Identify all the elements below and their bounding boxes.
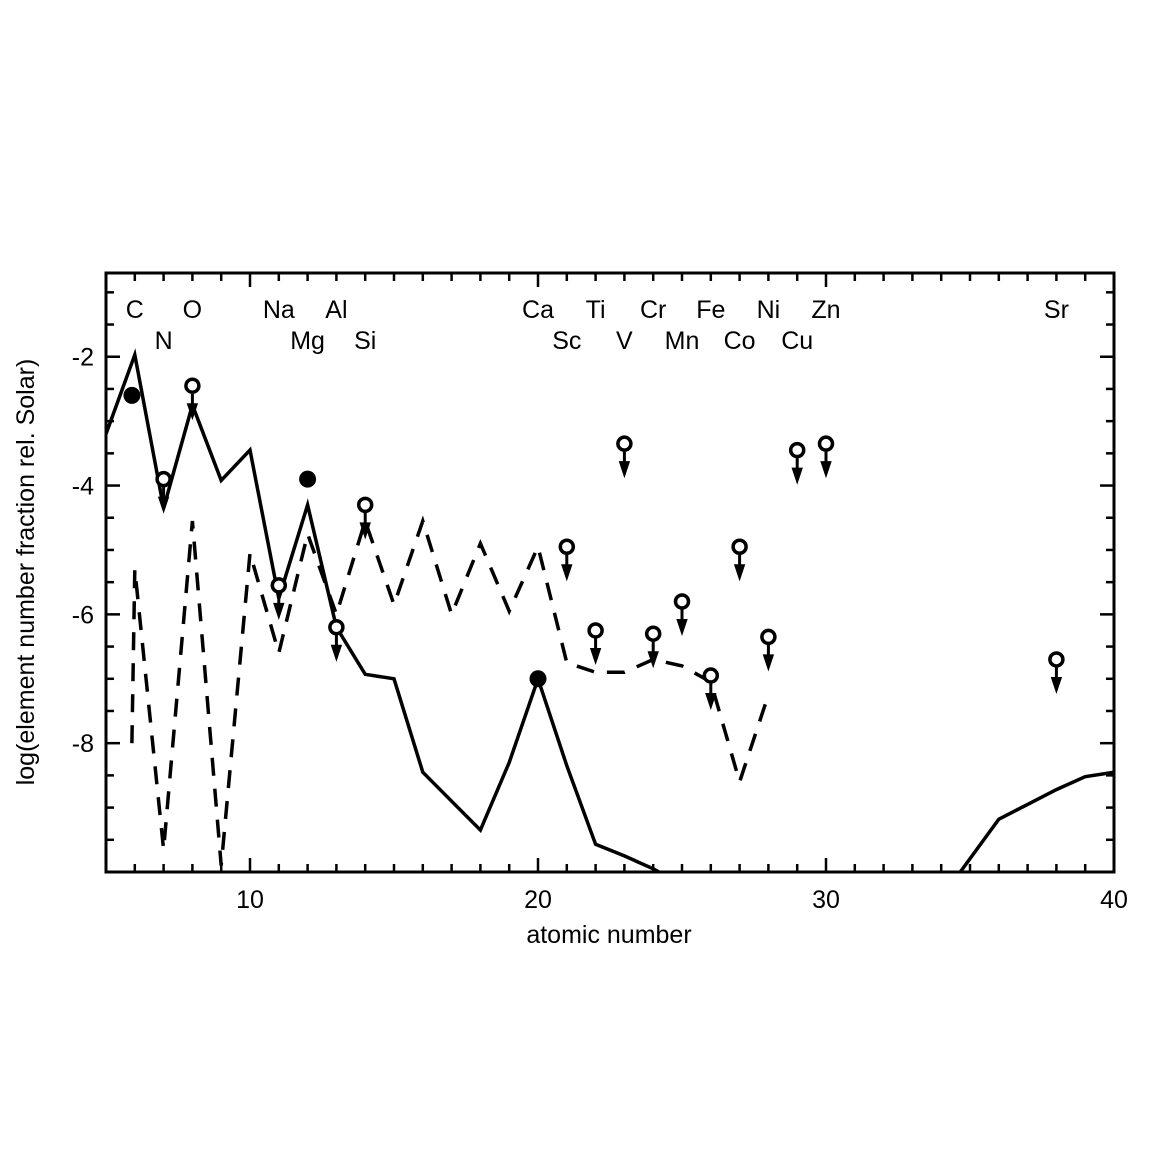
upper-limit-co	[731, 538, 748, 582]
element-label-o: O	[183, 296, 202, 324]
element-label-sr: Sr	[1044, 296, 1069, 324]
element-label-cr: Cr	[640, 296, 666, 324]
upper-limit-zn	[817, 435, 835, 479]
upper-limit-al	[328, 618, 345, 662]
upper-limit-sc	[558, 538, 576, 582]
upper-limit-si	[356, 496, 374, 540]
element-label-fe: Fe	[696, 296, 725, 324]
tick-layer	[106, 273, 1114, 872]
x-tick-label: 30	[812, 886, 840, 914]
x-axis-label: atomic number	[526, 921, 691, 949]
detection-c	[123, 386, 141, 404]
y-tick-label: -6	[72, 601, 94, 629]
upper-limit-v	[616, 435, 633, 479]
x-tick-label: 10	[236, 886, 264, 914]
label-layer: 10 20 30 40 -2 -4 -6 -8 C O Na Al Ca Ti Cr Fe Ni Zn Sr N Mg S…	[72, 296, 1128, 914]
plot-frame	[104, 271, 1116, 874]
x-tick-label: 40	[1100, 886, 1128, 914]
element-label-cu: Cu	[781, 327, 813, 355]
y-tick-label: -4	[72, 473, 94, 501]
upper-limit-cu	[788, 441, 806, 485]
element-label-n: N	[155, 327, 173, 355]
marker-layer	[123, 377, 1065, 711]
upper-limit-na	[270, 577, 288, 620]
y-tick-label: -8	[72, 730, 94, 758]
upper-limit-cr	[644, 625, 662, 669]
element-label-zn: Zn	[811, 296, 840, 324]
x-tick-label: 20	[524, 886, 552, 914]
element-label-mn: Mn	[665, 327, 700, 355]
upper-limit-ti	[587, 622, 604, 666]
element-label-v: V	[616, 327, 633, 355]
upper-limit-mn	[673, 593, 691, 637]
element-label-co: Co	[724, 327, 756, 355]
upper-limit-o	[184, 377, 201, 421]
element-label-ti: Ti	[586, 296, 606, 324]
element-label-ni: Ni	[757, 296, 781, 324]
upper-limit-sr	[1048, 651, 1065, 695]
solid-curve-segment-1	[958, 770, 1114, 872]
upper-limit-fe	[702, 667, 720, 711]
dashed-curve-layer	[130, 515, 771, 866]
solid-curve-segment-0	[106, 348, 663, 872]
detection-mg	[299, 470, 317, 488]
element-label-na: Na	[263, 296, 295, 324]
element-label-si: Si	[354, 327, 376, 355]
element-label-c: C	[126, 296, 144, 324]
y-tick-label: -2	[72, 344, 94, 372]
element-label-sc: Sc	[552, 327, 581, 355]
y-axis-label: log(element number fraction rel. Solar)	[12, 359, 40, 786]
element-label-ca: Ca	[522, 296, 554, 324]
detection-ca	[529, 670, 547, 688]
upper-limit-ni	[760, 628, 777, 672]
element-label-al: Al	[325, 296, 347, 324]
element-label-mg: Mg	[290, 327, 325, 355]
solid-curve-layer	[106, 348, 1114, 872]
dashed-curve-segment-0	[130, 515, 771, 866]
upper-limit-n	[155, 470, 172, 514]
